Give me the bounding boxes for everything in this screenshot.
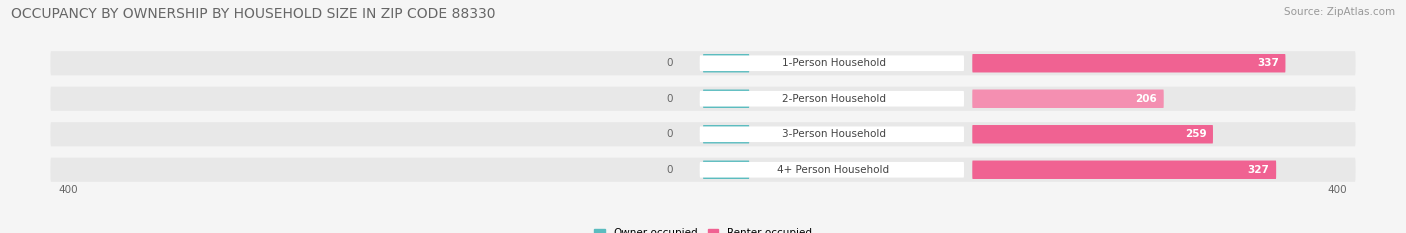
FancyBboxPatch shape [51, 87, 1355, 111]
Text: 400: 400 [1327, 185, 1347, 195]
Text: 400: 400 [59, 185, 79, 195]
FancyBboxPatch shape [700, 55, 965, 71]
Text: 337: 337 [1257, 58, 1279, 68]
FancyBboxPatch shape [973, 89, 1164, 108]
FancyBboxPatch shape [703, 89, 749, 108]
Text: 4+ Person Household: 4+ Person Household [778, 165, 890, 175]
Text: 0: 0 [666, 58, 673, 68]
Text: 327: 327 [1247, 165, 1270, 175]
FancyBboxPatch shape [51, 51, 1355, 75]
FancyBboxPatch shape [700, 162, 965, 178]
Text: 3-Person Household: 3-Person Household [782, 129, 886, 139]
Text: 0: 0 [666, 129, 673, 139]
Text: 259: 259 [1185, 129, 1206, 139]
FancyBboxPatch shape [703, 125, 749, 144]
Text: Source: ZipAtlas.com: Source: ZipAtlas.com [1284, 7, 1395, 17]
FancyBboxPatch shape [51, 122, 1355, 146]
FancyBboxPatch shape [703, 161, 749, 179]
FancyBboxPatch shape [973, 125, 1213, 144]
Text: 2-Person Household: 2-Person Household [782, 94, 886, 104]
FancyBboxPatch shape [700, 127, 965, 142]
FancyBboxPatch shape [51, 158, 1355, 182]
FancyBboxPatch shape [973, 161, 1277, 179]
Text: 206: 206 [1136, 94, 1157, 104]
FancyBboxPatch shape [973, 54, 1285, 72]
Text: 0: 0 [666, 165, 673, 175]
Text: 1-Person Household: 1-Person Household [782, 58, 886, 68]
Legend: Owner-occupied, Renter-occupied: Owner-occupied, Renter-occupied [591, 224, 815, 233]
FancyBboxPatch shape [703, 54, 749, 72]
Text: 0: 0 [666, 94, 673, 104]
FancyBboxPatch shape [700, 91, 965, 106]
Text: OCCUPANCY BY OWNERSHIP BY HOUSEHOLD SIZE IN ZIP CODE 88330: OCCUPANCY BY OWNERSHIP BY HOUSEHOLD SIZE… [11, 7, 496, 21]
